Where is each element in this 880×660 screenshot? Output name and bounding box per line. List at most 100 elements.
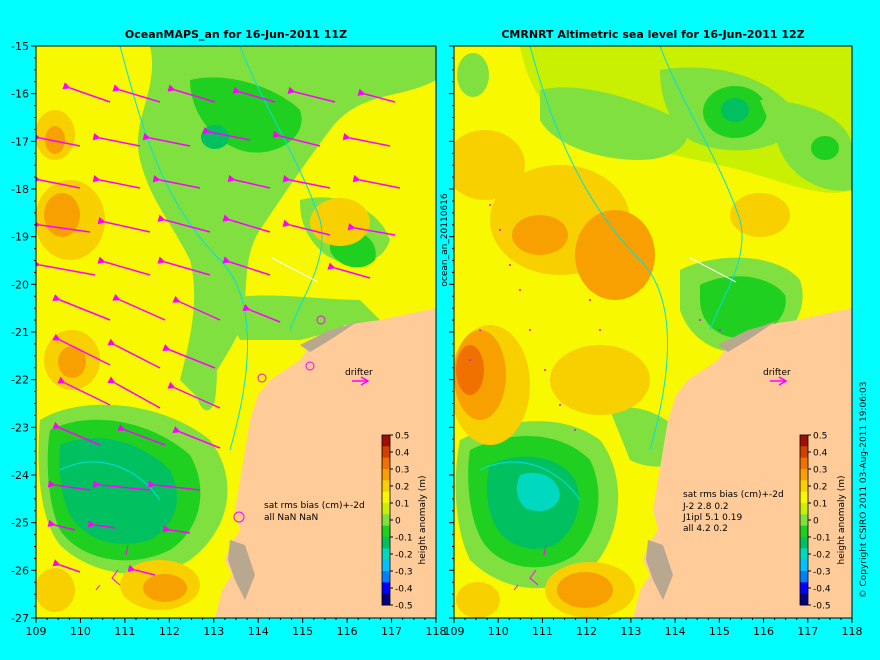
left-colorbar-tick-label: 0.3 xyxy=(395,466,409,476)
left-colorbar-tick-label: 0 xyxy=(395,517,401,527)
right-stats-row-2: J1ipl 5.1 0.19 xyxy=(682,513,742,523)
left-xtick-label: 111 xyxy=(114,625,135,638)
right-colorbar-swatch xyxy=(800,491,808,504)
satellite-track-points xyxy=(469,204,721,431)
left-colorbar-swatch xyxy=(382,491,390,504)
left-colorbar-tick-label: -0.4 xyxy=(395,585,413,595)
right-stats-header: sat rms bias (cm)+-2d xyxy=(683,490,784,500)
right-axes: 109 110 111 112 113 114 115 116 117 118 xyxy=(444,45,863,638)
right-colorbar-swatch xyxy=(800,480,808,493)
left-xtick-label: 118 xyxy=(426,625,447,638)
right-colorbar-swatch xyxy=(800,537,808,549)
left-colorbar-swatch xyxy=(382,582,390,595)
left-map-panel xyxy=(35,45,437,619)
right-colorbar-tick-label: 0.3 xyxy=(813,466,827,476)
drifter-tracks-right xyxy=(513,544,547,591)
left-ytick-label: -16 xyxy=(11,88,29,101)
left-colorbar-swatch xyxy=(382,503,390,515)
right-drifter-legend: drifter xyxy=(763,368,791,386)
left-colorbar-tick-label: -0.5 xyxy=(395,602,413,612)
copyright-text: © Copyright CSIRO 2011 03-Aug-2011 19:06… xyxy=(859,382,869,599)
right-colorbar-swatch xyxy=(800,503,808,515)
left-ytick-label: -20 xyxy=(11,278,29,291)
right-stats-box: sat rms bias (cm)+-2d J-2 2.8 0.2 J1ipl … xyxy=(682,490,784,534)
left-ytick-label: -15 xyxy=(11,40,29,53)
right-xtick-label: 112 xyxy=(576,625,597,638)
right-xtick-label: 110 xyxy=(488,625,509,638)
left-xtick-label: 117 xyxy=(381,625,402,638)
right-colorbar-swatch xyxy=(800,582,808,595)
left-colorbar-swatch xyxy=(382,571,390,583)
right-drifter-label: drifter xyxy=(763,368,791,378)
right-stats-row-1: J-2 2.8 0.2 xyxy=(682,502,729,512)
left-ytick-label: -18 xyxy=(11,183,29,196)
left-ytick-label: -17 xyxy=(11,135,29,148)
right-colorbar-label: height anomaly (m) xyxy=(837,475,847,564)
left-colorbar-swatch xyxy=(382,537,390,549)
right-colorbar-swatch xyxy=(800,525,808,538)
right-stats-row-3: all 4.2 0.2 xyxy=(683,524,728,534)
left-axes: 109 110 111 112 113 114 115 116 117 118 -15 -16 -17 -… xyxy=(11,40,446,638)
left-title: OceanMAPS_an for 16-Jun-2011 11Z xyxy=(125,28,347,41)
right-colorbar-tick-label: -0.3 xyxy=(813,568,831,578)
left-drifter-label: drifter xyxy=(345,368,373,378)
left-ytick-label: -22 xyxy=(11,374,29,387)
left-stats-header: sat rms bias (cm)+-2d xyxy=(264,501,365,511)
right-colorbar-swatch xyxy=(800,593,808,606)
left-colorbar-swatch xyxy=(382,469,390,481)
left-colorbar-tick-label: 0.1 xyxy=(395,500,409,510)
left-xtick-label: 110 xyxy=(70,625,91,638)
left-colorbar-tick-label: 0.2 xyxy=(395,483,409,493)
left-colorbar-swatch xyxy=(382,548,390,561)
left-ytick-label: -21 xyxy=(11,326,29,339)
right-colorbar-tick-label: -0.2 xyxy=(813,551,831,561)
left-ytick-label: -24 xyxy=(11,469,29,482)
right-xtick-label: 116 xyxy=(753,625,774,638)
left-colorbar-swatch xyxy=(382,593,390,606)
right-colorbar-tick-label: 0.1 xyxy=(813,500,827,510)
left-colorbar-tick-label: -0.1 xyxy=(395,534,413,544)
right-xtick-label: 114 xyxy=(665,625,686,638)
left-colorbar-tick-label: -0.3 xyxy=(395,568,413,578)
left-colorbar-label: height anomaly (m) xyxy=(418,475,428,564)
left-xtick-label: 114 xyxy=(248,625,269,638)
left-ytick-label: -26 xyxy=(11,564,29,577)
right-map-panel xyxy=(453,45,853,619)
right-xtick-label: 118 xyxy=(842,625,863,638)
right-title: CMRNRT Altimetric sea level for 16-Jun-2… xyxy=(501,28,804,41)
right-colorbar-swatch xyxy=(800,571,808,583)
right-colorbar-swatch xyxy=(800,457,808,470)
left-colorbar-swatch xyxy=(382,457,390,470)
right-colorbar-swatch xyxy=(800,435,808,447)
right-colorbar-tick-label: -0.4 xyxy=(813,585,831,595)
right-height-field xyxy=(454,46,852,618)
left-colorbar-swatch xyxy=(382,446,390,459)
left-drifter-legend: drifter xyxy=(345,368,373,386)
left-colorbar-tick-label: -0.2 xyxy=(395,551,413,561)
right-colorbar-tick-label: 0.5 xyxy=(813,432,827,442)
drifter-tracks xyxy=(95,315,326,591)
track-line-right xyxy=(689,257,737,283)
left-colorbar-swatch xyxy=(382,480,390,493)
left-ytick-label: -19 xyxy=(11,231,29,244)
track-line xyxy=(271,257,319,283)
right-colorbar-swatch xyxy=(800,548,808,561)
right-colorbar-swatch xyxy=(800,514,808,527)
left-xtick-label: 112 xyxy=(159,625,180,638)
left-colorbar-swatch xyxy=(382,514,390,527)
current-vectors xyxy=(36,82,401,576)
right-colorbar-swatch xyxy=(800,559,808,572)
right-colorbar-tick-label: 0.2 xyxy=(813,483,827,493)
left-xtick-label: 113 xyxy=(203,625,224,638)
right-colorbar-tick-label: 0.4 xyxy=(813,449,828,459)
left-ytick-label: -27 xyxy=(11,612,29,625)
right-colorbar-swatch xyxy=(800,469,808,481)
right-colorbar-swatch xyxy=(800,446,808,459)
left-stats-row: all NaN NaN xyxy=(264,513,318,523)
left-ytick-label: -23 xyxy=(11,421,29,434)
right-xtick-label: 109 xyxy=(444,625,465,638)
left-colorbar-swatch xyxy=(382,559,390,572)
left-colorbar-swatch xyxy=(382,435,390,447)
left-ytick-label: -25 xyxy=(11,517,29,530)
